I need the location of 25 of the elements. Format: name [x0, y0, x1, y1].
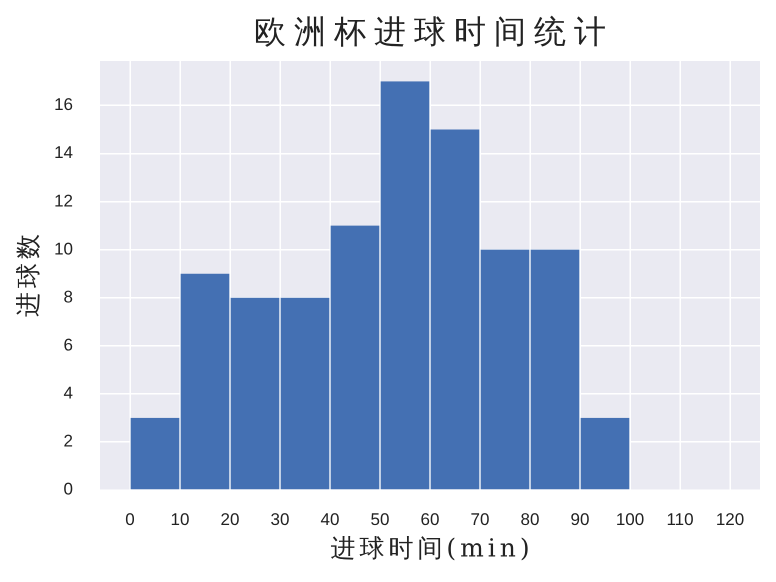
x-tick-label: 30 — [270, 510, 290, 529]
y-tick-label: 16 — [54, 95, 73, 114]
x-tick-label: 80 — [520, 510, 540, 529]
y-tick-label: 8 — [64, 287, 73, 306]
x-tick-label: 120 — [716, 510, 744, 529]
x-tick-label: 10 — [170, 510, 190, 529]
y-tick-label: 2 — [64, 432, 73, 451]
x-tick-label: 90 — [570, 510, 590, 529]
x-tick-label: 50 — [370, 510, 390, 529]
y-tick-label: 14 — [54, 143, 73, 162]
x-axis-title: 进球时间(min) — [330, 534, 534, 562]
x-tick-label: 100 — [616, 510, 644, 529]
y-tick-label: 12 — [54, 191, 73, 210]
y-axis-title: 进球数 — [14, 230, 42, 317]
x-tick-label: 0 — [125, 510, 135, 529]
x-tick-label: 20 — [220, 510, 240, 529]
x-tick-label: 70 — [470, 510, 490, 529]
y-tick-label: 4 — [64, 384, 73, 403]
x-tick-label: 110 — [666, 510, 694, 529]
y-tick-label: 6 — [64, 335, 73, 354]
x-tick-label: 60 — [420, 510, 440, 529]
y-tick-label: 10 — [54, 239, 73, 258]
x-tick-label: 40 — [320, 510, 340, 529]
y-tick-label: 0 — [64, 480, 73, 499]
chart-title: 欧洲杯进球时间统计 — [254, 12, 614, 50]
